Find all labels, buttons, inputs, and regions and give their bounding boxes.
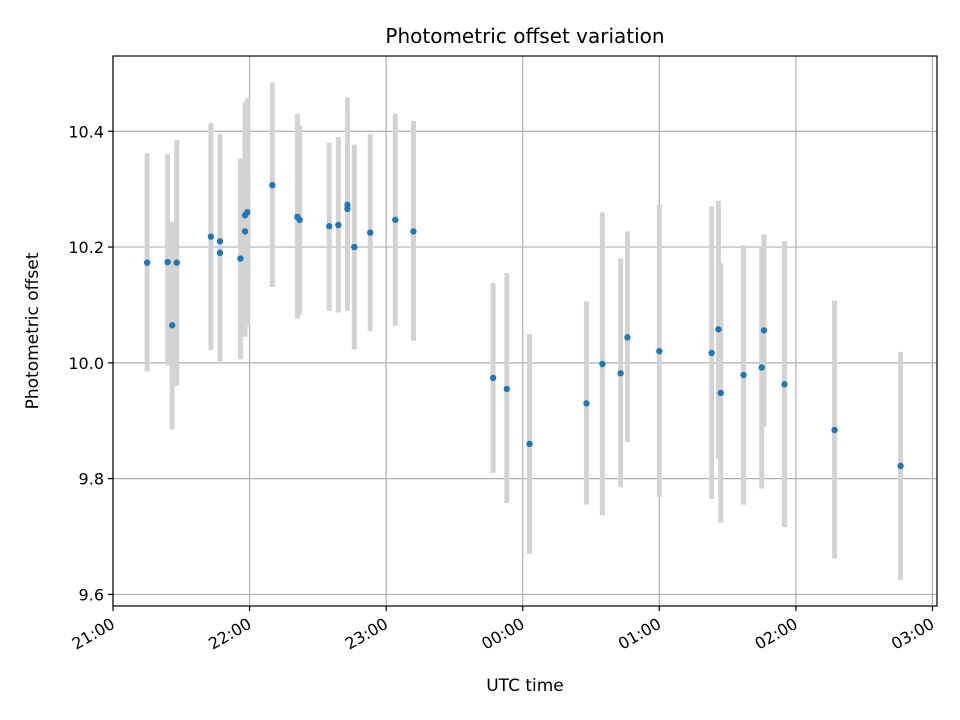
- data-point-6: [216, 238, 224, 245]
- data-point-2: [168, 322, 176, 329]
- data-point-33: [740, 371, 747, 379]
- data-point-8: [241, 228, 249, 235]
- data-point-36: [781, 381, 788, 388]
- data-point-5: [216, 249, 224, 257]
- data-point-15: [335, 221, 342, 229]
- y-tick-label: 10.0: [68, 354, 104, 373]
- data-point-29: [656, 348, 663, 355]
- data-point-35: [760, 327, 768, 334]
- data-point-28: [624, 334, 631, 341]
- y-tick-label: 9.8: [79, 470, 104, 489]
- data-point-32: [717, 389, 724, 397]
- data-point-38: [897, 462, 904, 470]
- data-point-25: [583, 400, 590, 407]
- data-point-26: [599, 360, 606, 368]
- data-point-7: [237, 255, 244, 262]
- y-tick-label: 10.2: [68, 238, 104, 257]
- data-point-37: [831, 426, 838, 434]
- y-tick-label: 10.4: [68, 122, 104, 141]
- data-point-11: [269, 181, 276, 189]
- data-point-24: [526, 440, 533, 448]
- data-point-19: [367, 229, 374, 236]
- data-point-18: [351, 243, 358, 251]
- y-axis-ticks: 9.6 9.8 10.0 10.2 10.4: [68, 122, 113, 604]
- chart-title: Photometric offset variation: [385, 24, 664, 48]
- data-point-0: [143, 259, 151, 266]
- plot-frame: [112, 55, 938, 607]
- data-point-30: [708, 349, 715, 357]
- data-point-22: [489, 374, 497, 382]
- data-point-31: [715, 326, 722, 333]
- data-point-34: [758, 364, 765, 371]
- x-axis-label: UTC time: [486, 676, 564, 696]
- data-point-21: [410, 228, 417, 235]
- data-point-17: [344, 201, 351, 208]
- data-point-27: [617, 370, 624, 377]
- data-points: [143, 181, 904, 470]
- data-point-23: [503, 385, 510, 393]
- data-point-1: [164, 258, 171, 266]
- data-point-13: [296, 216, 303, 224]
- y-tick-label: 9.6: [79, 585, 104, 604]
- data-point-10: [244, 209, 251, 216]
- data-point-4: [207, 233, 215, 240]
- y-axis-label: Photometric offset: [23, 252, 43, 409]
- data-point-14: [326, 223, 333, 230]
- data-point-20: [392, 216, 399, 224]
- data-point-3: [173, 259, 180, 266]
